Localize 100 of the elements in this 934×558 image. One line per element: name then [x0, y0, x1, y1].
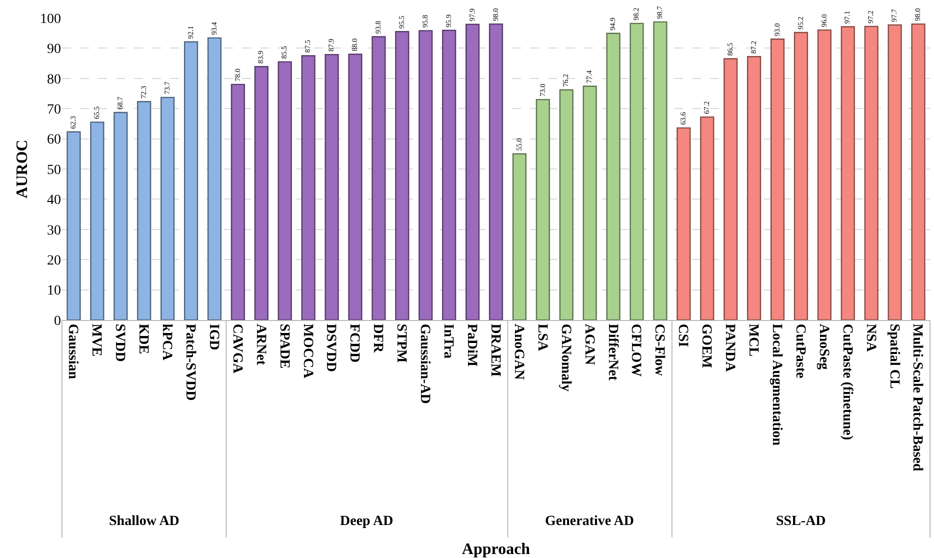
- bar: [653, 21, 668, 320]
- data-label: 83.9: [256, 50, 266, 64]
- bar: [888, 24, 902, 320]
- data-label: 93.0: [772, 22, 782, 36]
- y-tick-label: 70: [47, 102, 61, 118]
- bar: [66, 131, 81, 320]
- data-label: 98.2: [632, 7, 641, 20]
- data-label: 68.7: [115, 96, 124, 110]
- x-tick-label: CutPaste: [792, 324, 808, 378]
- x-tick-label: STPM: [394, 324, 409, 363]
- bar: [536, 98, 550, 320]
- x-tick-label: IGD: [206, 324, 221, 350]
- x-tick-label: Gaussian-AD: [417, 324, 432, 404]
- bar: [230, 84, 245, 320]
- data-label: 62.3: [68, 116, 78, 129]
- x-tick-label: Multi-Scale Patch-Based: [910, 324, 925, 472]
- x-tick-label: MVE: [88, 324, 104, 356]
- bar: [559, 89, 574, 320]
- bar: [348, 54, 362, 320]
- bar: [700, 116, 714, 320]
- bar: [630, 22, 644, 320]
- bar: [395, 30, 410, 320]
- data-label: 97.9: [467, 8, 476, 22]
- data-label: 93.4: [209, 22, 218, 35]
- data-label: 87.9: [326, 38, 336, 52]
- data-label: 98.0: [490, 8, 500, 22]
- data-label: 97.1: [842, 10, 852, 24]
- data-label: 92.1: [186, 26, 195, 39]
- y-tick-label: 40: [47, 193, 61, 208]
- data-label: 97.7: [890, 8, 899, 22]
- x-tick-label: PaDiM: [464, 324, 479, 367]
- bar: [512, 153, 527, 320]
- x-tick-label: ARNet: [252, 324, 268, 366]
- bar: [817, 29, 832, 320]
- x-tick-label: NSA: [862, 324, 878, 353]
- bar: [137, 101, 152, 320]
- data-label: 98.0: [913, 8, 922, 22]
- bar: [724, 58, 738, 320]
- data-label: 98.7: [655, 6, 664, 19]
- bar: [864, 26, 878, 320]
- bar: [488, 23, 504, 320]
- x-tick-label: AnoGAN: [510, 324, 526, 380]
- y-tick-label: 10: [47, 284, 61, 299]
- data-label: 95.8: [420, 14, 430, 28]
- text: SSL-AD: [776, 514, 826, 529]
- data-label: 88.0: [350, 38, 360, 52]
- data-label: 77.4: [584, 70, 594, 84]
- x-tick-label: DSVDD: [323, 324, 338, 372]
- x-tick-label: AGAN: [581, 324, 596, 366]
- bar: [114, 112, 128, 320]
- data-label: 94.9: [608, 17, 618, 30]
- bar: [840, 26, 855, 320]
- bar: [372, 36, 386, 320]
- data-label: 96.0: [819, 14, 828, 28]
- data-label: 97.2: [866, 10, 876, 24]
- y-tick-label: 80: [47, 72, 61, 88]
- x-tick-label: Local Augmentation: [768, 324, 784, 446]
- bar: [184, 41, 198, 320]
- x-tick-label: KDE: [136, 324, 151, 354]
- bar: [442, 30, 456, 320]
- bar: [324, 54, 339, 320]
- x-tick-label: SPADE: [276, 324, 292, 369]
- y-tick-label: 100: [40, 12, 61, 27]
- text: Shallow AD: [109, 514, 180, 529]
- bar: [254, 66, 268, 320]
- y-tick-label: 50: [47, 162, 61, 178]
- bar: [465, 24, 480, 320]
- bar: [160, 96, 175, 320]
- data-label: 87.2: [748, 40, 758, 54]
- data-label: 73.0: [538, 83, 547, 97]
- bar: [794, 32, 808, 320]
- data-label: 95.9: [444, 14, 453, 28]
- bar: [278, 61, 292, 320]
- data-label: 85.5: [280, 46, 289, 59]
- y-tick-label: 30: [47, 223, 61, 238]
- bar: [676, 127, 691, 320]
- x-tick-label: MCL: [746, 324, 760, 356]
- x-tick-label: CAVGA: [229, 324, 244, 374]
- bar: [747, 56, 762, 320]
- x-tick-label: CSI: [675, 324, 690, 348]
- x-tick-label: DifferNet: [604, 324, 620, 381]
- data-label: 78.0: [232, 68, 242, 82]
- data-label: 86.5: [725, 42, 734, 56]
- data-label: 93.8: [374, 20, 383, 34]
- bar: [582, 86, 597, 320]
- x-tick-label: AnoSeg: [816, 324, 831, 370]
- bar: [301, 55, 316, 320]
- x-tick-label: PANDA: [722, 324, 738, 373]
- y-tick-label: 90: [47, 42, 61, 58]
- y-tick-label: 20: [47, 254, 61, 268]
- data-label: 73.7: [162, 81, 172, 94]
- data-label: 72.3: [138, 85, 148, 99]
- data-label: 95.2: [796, 16, 805, 30]
- x-tick-label: CS-Flow: [652, 324, 667, 377]
- data-label: 63.6: [678, 112, 688, 125]
- data-label: 67.2: [702, 100, 711, 114]
- data-label: 95.5: [397, 15, 406, 29]
- x-tick-label: kPCA: [159, 324, 174, 362]
- data-label: 87.5: [303, 40, 312, 53]
- x-tick-label: CutPaste (finetune): [839, 324, 854, 440]
